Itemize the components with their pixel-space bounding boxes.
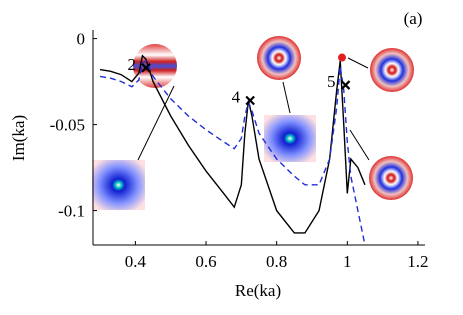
cross-marker — [340, 80, 351, 90]
x-tick-label: 1 — [343, 252, 352, 271]
y-tick-label: -0.1 — [58, 202, 85, 221]
x-tick-label: 0.6 — [195, 252, 216, 271]
insets — [92, 36, 414, 210]
arrow — [347, 57, 369, 69]
arrow — [282, 81, 291, 114]
x-tick-label: 0.4 — [125, 252, 147, 271]
y-tick-label: -0.05 — [50, 116, 85, 135]
cross-marker — [141, 63, 151, 73]
cross-marker — [245, 95, 255, 106]
arrow — [349, 129, 370, 161]
inset-field — [264, 115, 316, 162]
panel-label: (a) — [404, 9, 423, 28]
inset-mode — [369, 156, 413, 200]
y-axis-label: Im(ka) — [9, 115, 28, 161]
inset-mode — [133, 44, 177, 88]
arrow — [137, 85, 175, 161]
marker-label: 4 — [232, 88, 241, 107]
arrows — [137, 57, 370, 161]
x-tick-label: 0.8 — [266, 252, 287, 271]
x-tick-label: 1.2 — [407, 252, 428, 271]
inset-field — [92, 160, 145, 210]
point-marker — [338, 53, 346, 62]
x-axis-label: Re(ka) — [235, 281, 281, 300]
inset-mode — [370, 48, 414, 92]
y-tick-label: 0 — [77, 30, 86, 49]
inset-mode — [257, 36, 301, 80]
marker-label: 2 — [127, 55, 136, 74]
marker-label: 5 — [327, 72, 336, 91]
series-line — [99, 60, 366, 246]
